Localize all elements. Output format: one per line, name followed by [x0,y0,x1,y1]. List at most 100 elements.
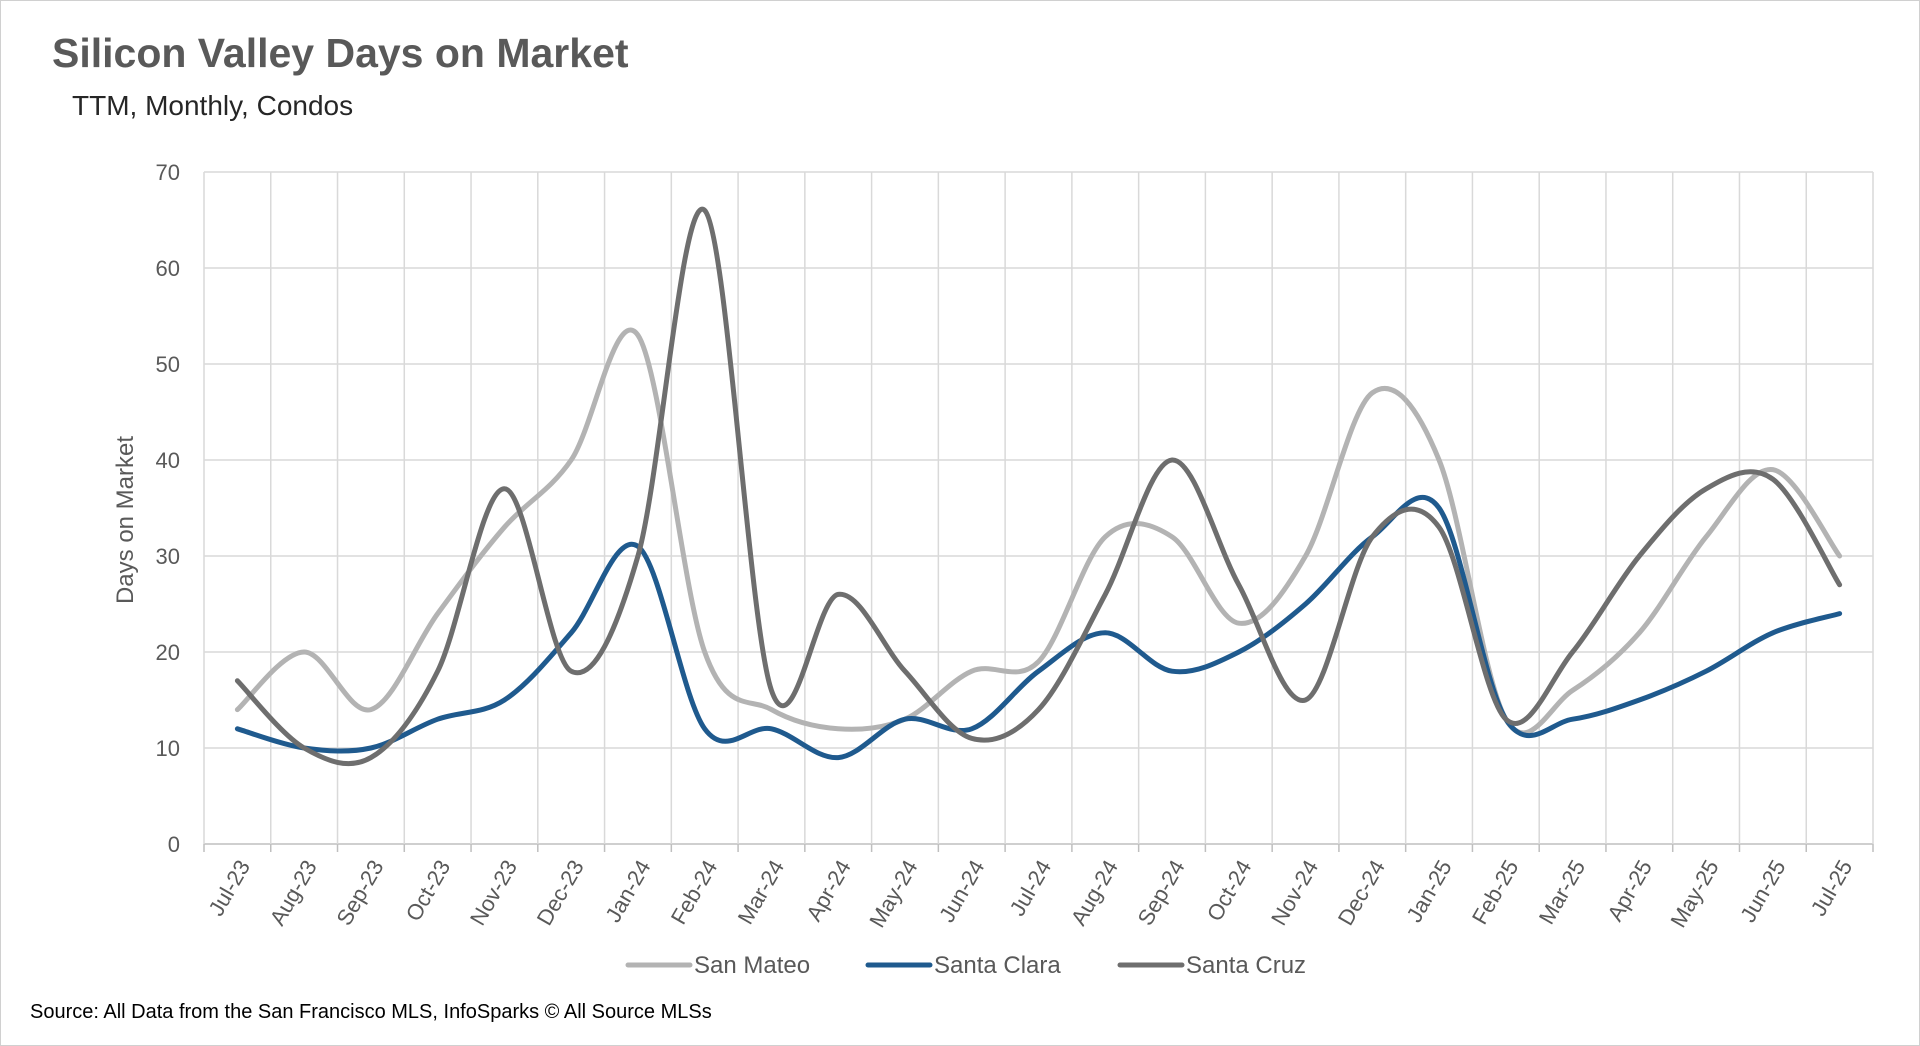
x-tick-label: Apr-25 [1602,856,1657,926]
legend-label-san-mateo: San Mateo [694,952,810,979]
data-point-san-mateo [1170,534,1175,539]
x-tick-label: Mar-24 [733,856,789,929]
y-tick-label: 20 [156,640,180,665]
data-point-santa-clara [1570,717,1575,722]
data-point-santa-cruz [769,688,774,693]
data-point-santa-cruz [1503,717,1508,722]
series-line-santa-cruz [234,206,1843,767]
data-point-santa-cruz [569,669,574,674]
data-point-santa-clara [1437,506,1442,511]
x-tick-label: Dec-23 [532,856,589,930]
x-tick-label: Jan-24 [600,856,655,927]
y-axis-ticks: 0 10 20 30 40 50 60 70 [156,160,180,857]
x-tick-label: Sep-23 [331,856,388,930]
data-point-santa-clara [969,726,974,731]
series-line-san-mateo [234,327,1843,736]
data-point-santa-cruz [1370,534,1375,539]
data-point-santa-cruz [969,736,974,741]
data-point-santa-cruz [1704,486,1709,491]
data-point-san-mateo [1770,467,1775,472]
x-tick-label: Oct-23 [401,856,456,926]
x-tick-label: Nov-23 [465,856,522,930]
grid-lines [203,171,1874,852]
data-point-san-mateo [1704,534,1709,539]
x-tick-label: Jul-25 [1806,856,1858,920]
legend-label-santa-cruz: Santa Cruz [1186,952,1306,979]
x-tick-label: Oct-24 [1202,856,1257,926]
data-point-santa-cruz [302,746,307,751]
x-axis-ticks: Jul-23 Aug-23 Sep-23 Oct-23 Nov-23 Dec-23 Jan-… [203,856,1857,932]
data-point-santa-clara [1837,611,1842,616]
data-point-santa-cruz [235,678,240,683]
data-point-san-mateo [1236,621,1241,626]
data-point-santa-clara [368,746,373,751]
data-point-santa-cruz [1036,707,1041,712]
data-point-santa-clara [702,726,707,731]
data-point-san-mateo [502,525,507,530]
series-line-santa-clara [234,495,1843,761]
data-point-santa-cruz [368,755,373,760]
data-point-san-mateo [435,611,440,616]
data-point-santa-cruz [1637,554,1642,559]
data-point-san-mateo [1437,458,1442,463]
data-point-santa-clara [769,726,774,731]
data-point-santa-clara [569,630,574,635]
data-point-santa-cruz [435,669,440,674]
x-tick-label: Nov-24 [1266,856,1323,930]
series-lines [234,206,1843,767]
data-point-santa-cruz [1170,458,1175,463]
data-point-san-mateo [1370,390,1375,395]
data-point-santa-cruz [635,554,640,559]
data-point-san-mateo [569,458,574,463]
x-tick-label: Dec-24 [1333,856,1390,930]
x-tick-label: Feb-25 [1467,856,1524,929]
y-tick-label: 50 [156,352,180,377]
legend-label-santa-clara: Santa Clara [934,952,1061,979]
data-point-santa-clara [502,698,507,703]
data-point-san-mateo [836,726,841,731]
data-point-santa-clara [435,717,440,722]
data-point-san-mateo [1303,554,1308,559]
data-point-santa-cruz [702,208,707,213]
data-point-santa-cruz [1303,698,1308,703]
data-point-santa-clara [235,726,240,731]
data-point-san-mateo [1103,534,1108,539]
y-tick-label: 10 [156,736,180,761]
x-tick-label: Mar-25 [1534,856,1590,929]
data-point-san-mateo [1637,630,1642,635]
data-point-san-mateo [769,707,774,712]
x-tick-label: May-24 [864,856,922,932]
x-tick-label: Jun-25 [1735,856,1790,927]
data-point-san-mateo [1570,688,1575,693]
data-point-san-mateo [368,707,373,712]
data-point-santa-clara [1103,630,1108,635]
y-axis-label: Days on Market [112,436,139,604]
data-point-san-mateo [635,333,640,338]
x-tick-label: Jul-24 [1005,856,1057,920]
data-point-santa-clara [1303,602,1308,607]
data-point-santa-clara [1170,669,1175,674]
chart-title: Silicon Valley Days on Market [52,30,629,76]
x-tick-label: Jan-25 [1401,856,1456,927]
chart-subtitle: TTM, Monthly, Condos [72,90,354,121]
data-point-santa-clara [1704,669,1709,674]
data-point-san-mateo [969,669,974,674]
x-tick-label: Aug-24 [1066,856,1123,930]
y-tick-label: 40 [156,448,180,473]
data-point-santa-cruz [1437,525,1442,530]
data-point-santa-cruz [902,669,907,674]
legend: San Mateo Santa Clara Santa Cruz [625,952,1306,979]
y-tick-label: 30 [156,544,180,569]
data-point-santa-cruz [1570,650,1575,655]
y-tick-label: 0 [168,832,180,857]
data-point-san-mateo [1036,659,1041,664]
data-point-santa-clara [902,717,907,722]
data-point-santa-cruz [1103,592,1108,597]
x-tick-label: May-25 [1665,856,1723,932]
y-tick-label: 60 [156,256,180,281]
data-point-san-mateo [1837,554,1842,559]
data-point-santa-clara [1637,698,1642,703]
data-point-san-mateo [702,650,707,655]
